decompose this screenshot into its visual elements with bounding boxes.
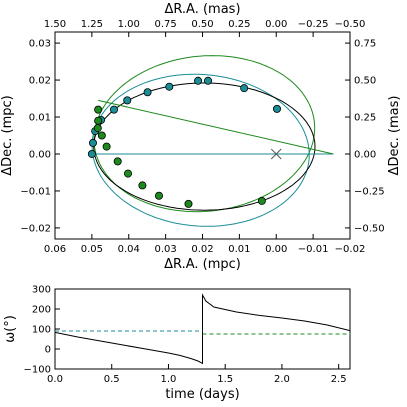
y-tick-label: −0.01 xyxy=(20,186,51,197)
right-tick-label: −0.25 xyxy=(354,186,385,197)
x-tick-label: 0.04 xyxy=(118,244,140,255)
y-tick-label: 0.02 xyxy=(29,76,51,87)
top-tick-label: 0.00 xyxy=(265,19,287,30)
left-y-axis-label: ΔDec. (mpc) xyxy=(0,95,15,176)
green-point xyxy=(124,169,133,178)
right-y-axis-label: ΔDec. (mas) xyxy=(387,96,402,176)
y-tick-label: 0.01 xyxy=(29,113,51,124)
right-tick-label: 0.25 xyxy=(354,113,376,124)
omega-y-tick-label: 0 xyxy=(45,345,51,356)
green-point xyxy=(102,142,111,151)
y-tick-label: −0.02 xyxy=(20,223,51,234)
top-tick-label: −0.50 xyxy=(335,19,366,30)
green-point xyxy=(138,181,147,190)
x-tick-label: 0.05 xyxy=(81,244,103,255)
omega-x-tick-label: 2.5 xyxy=(331,374,347,385)
teal-point xyxy=(123,96,132,105)
top-tick-label: 0.75 xyxy=(154,19,176,30)
omega-chart: 0.0 0.5 1.0 1.5 2.0 2.5 −100 0 100 200 300 time (d… xyxy=(3,285,351,402)
teal-point xyxy=(110,105,119,114)
bottom-x-axis-label: ΔR.A. (mpc) xyxy=(164,257,241,272)
orbit-plot-content xyxy=(87,55,334,227)
omega-y-tick-label: 100 xyxy=(32,325,51,336)
teal-point xyxy=(87,149,96,158)
omega-x-tick-label: 1.5 xyxy=(217,374,233,385)
top-tick-label: 0.50 xyxy=(191,19,213,30)
omega-x-tick-label: 0.5 xyxy=(104,374,120,385)
orbit-axis-ticks: 0.06 0.05 0.04 0.03 0.02 0.01 0.00 −0.01 −0.02 1.… xyxy=(20,19,384,255)
teal-point xyxy=(204,76,213,85)
omega-curve xyxy=(54,293,351,365)
teal-point xyxy=(165,82,174,91)
x-tick-label: −0.02 xyxy=(335,244,366,255)
teal-outer-orbit xyxy=(91,73,310,227)
omega-y-tick-label: 200 xyxy=(32,305,51,316)
top-tick-label: 0.25 xyxy=(228,19,250,30)
teal-point xyxy=(272,104,281,113)
y-tick-label: 0.00 xyxy=(29,149,51,160)
top-x-axis-label: ΔR.A. (mas) xyxy=(164,2,240,17)
teal-point xyxy=(143,88,152,97)
omega-plot-content xyxy=(54,293,351,365)
green-point xyxy=(94,105,103,114)
focus-x-marker xyxy=(270,148,282,160)
x-tick-label: 0.01 xyxy=(228,244,250,255)
green-point xyxy=(93,124,102,133)
omega-x-axis-label: time (days) xyxy=(165,387,239,402)
omega-y-axis-label: ω(°) xyxy=(3,315,18,343)
right-tick-label: 0.00 xyxy=(354,149,376,160)
green-point xyxy=(154,191,163,200)
x-tick-label: −0.01 xyxy=(298,244,329,255)
right-tick-label: 0.50 xyxy=(354,76,376,87)
teal-point xyxy=(240,84,249,93)
green-point xyxy=(94,116,103,125)
teal-point xyxy=(194,76,203,85)
orbit-chart: 0.06 0.05 0.04 0.03 0.02 0.01 0.00 −0.01 −0.02 1.… xyxy=(0,2,402,272)
green-point xyxy=(97,131,106,140)
omega-x-tick-label: 2.0 xyxy=(274,374,290,385)
green-outer-orbit xyxy=(93,55,316,213)
omega-y-tick-label: −100 xyxy=(24,365,51,376)
x-tick-label: 0.03 xyxy=(154,244,176,255)
top-tick-label: −0.25 xyxy=(298,19,329,30)
green-point xyxy=(184,199,193,208)
x-tick-label: 0.00 xyxy=(265,244,287,255)
omega-x-tick-label: 0.0 xyxy=(47,374,63,385)
right-tick-label: −0.50 xyxy=(354,223,385,234)
x-tick-label: 0.06 xyxy=(44,244,66,255)
x-tick-label: 0.02 xyxy=(191,244,213,255)
top-tick-label: 1.25 xyxy=(81,19,103,30)
focus-x-stroke xyxy=(270,148,282,160)
green-point xyxy=(257,196,266,205)
omega-y-tick-label: 300 xyxy=(32,285,51,296)
y-tick-label: 0.03 xyxy=(29,39,51,50)
omega-x-tick-label: 1.0 xyxy=(161,374,177,385)
teal-point xyxy=(88,138,97,147)
top-tick-label: 1.00 xyxy=(118,19,140,30)
right-tick-label: 0.75 xyxy=(354,39,376,50)
top-tick-label: 1.50 xyxy=(44,19,66,30)
green-point xyxy=(113,157,122,166)
omega-axis-ticks: 0.0 0.5 1.0 1.5 2.0 2.5 −100 0 100 200 300 xyxy=(24,285,347,386)
green-line-of-nodes xyxy=(98,99,334,155)
